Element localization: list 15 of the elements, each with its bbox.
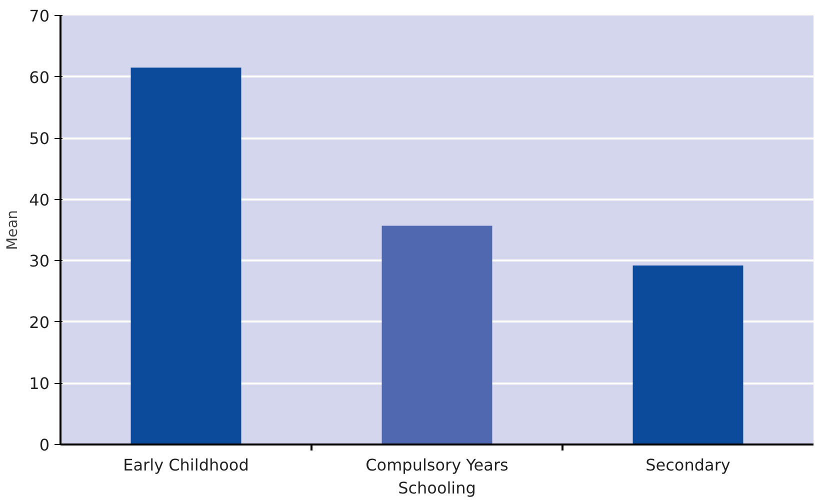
x-tick-label: Compulsory Years Schooling bbox=[366, 456, 508, 498]
y-tick-label: 50 bbox=[29, 129, 50, 148]
y-tick-label: 60 bbox=[29, 68, 50, 87]
y-tick-label: 20 bbox=[29, 312, 50, 332]
y-tick-label: 0 bbox=[39, 436, 50, 454]
y-tick-label: 40 bbox=[29, 190, 50, 210]
x-tick-label: Secondary bbox=[646, 456, 730, 474]
x-tick-label: Early Childhood bbox=[123, 456, 249, 474]
y-tick-label: 30 bbox=[29, 252, 50, 271]
y-tick-label: 10 bbox=[29, 374, 50, 394]
bar bbox=[130, 68, 242, 444]
y-tick-label: 70 bbox=[29, 6, 50, 26]
y-axis-title: Mean bbox=[4, 210, 22, 250]
bar bbox=[632, 266, 744, 444]
bar bbox=[382, 226, 492, 444]
